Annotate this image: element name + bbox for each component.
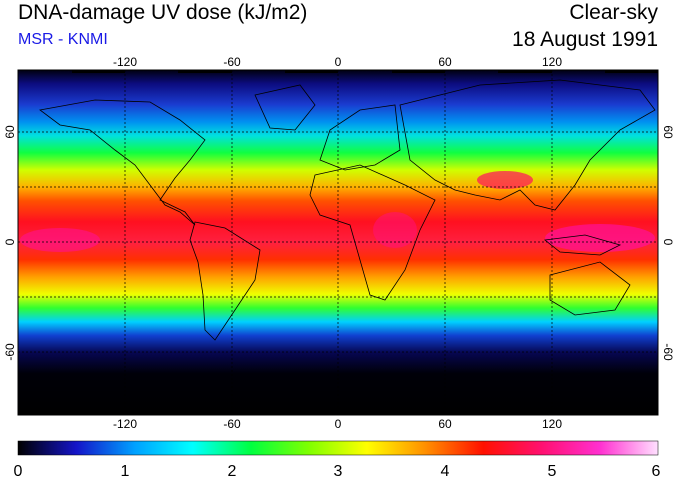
lon-label-bottom: 60 <box>438 417 452 431</box>
lat-label-right: 60 <box>661 125 675 139</box>
colorbar-ticks: 0 1 2 3 4 5 6 <box>14 463 661 480</box>
map-date-label: 18 August 1991 <box>512 28 658 51</box>
graticule <box>18 70 658 415</box>
lat-label-right: 0 <box>661 239 675 246</box>
lat-label-left: 0 <box>3 238 17 245</box>
lon-label-bottom: -60 <box>223 417 241 431</box>
coastline-indonesia <box>544 234 622 256</box>
lon-label-top: 120 <box>542 55 562 69</box>
lat-label-right: -60 <box>661 343 675 361</box>
coastline-south-america <box>189 221 261 341</box>
hotspot-tibet <box>477 171 533 189</box>
lon-label-top: 60 <box>438 55 452 69</box>
colorbar-tick-label: 1 <box>121 463 130 480</box>
coastlines <box>39 79 656 341</box>
frame-ticks <box>72 70 658 415</box>
colorbar-tick-label: 3 <box>334 463 343 480</box>
coastline-greenland <box>254 84 316 131</box>
lon-label-bottom: -120 <box>113 417 137 431</box>
lon-label-top: 0 <box>335 55 342 69</box>
coastline-africa <box>309 164 436 301</box>
coastline-asia <box>399 79 656 211</box>
data-source-label: MSR - KNMI <box>18 31 108 48</box>
colorbar-tick-label: 4 <box>441 463 450 480</box>
lat-labels-right: 60 0 -60 <box>661 125 675 361</box>
colorbar-tick-label: 0 <box>14 463 23 480</box>
lat-label-left: 60 <box>3 125 17 139</box>
lon-label-top: -120 <box>113 55 137 69</box>
hotspot-indonesia <box>545 224 655 252</box>
coastline-north-america <box>39 99 206 226</box>
lon-label-top: -60 <box>223 55 241 69</box>
sky-condition-label: Clear-sky <box>569 1 658 24</box>
lat-label-left: -60 <box>3 343 17 361</box>
hotspot-africa <box>373 212 417 248</box>
colorbar-tick-label: 5 <box>548 463 557 480</box>
lon-labels-bottom: -120 -60 0 60 120 <box>113 417 562 431</box>
colorbar-tick-label: 2 <box>228 463 237 480</box>
lon-label-bottom: 120 <box>542 417 562 431</box>
coastline-europe <box>319 104 401 171</box>
lon-label-bottom: 0 <box>335 417 342 431</box>
hotspot-pacific <box>20 228 100 252</box>
colorbar-tick-label: 6 <box>652 463 661 480</box>
lon-labels-top: -120 -60 0 60 120 <box>113 55 562 69</box>
map-title: DNA-damage UV dose (kJ/m2) <box>18 1 308 24</box>
lat-labels-left: 60 0 -60 <box>3 125 17 361</box>
colorbar <box>17 440 659 456</box>
coastline-australia <box>549 261 631 316</box>
